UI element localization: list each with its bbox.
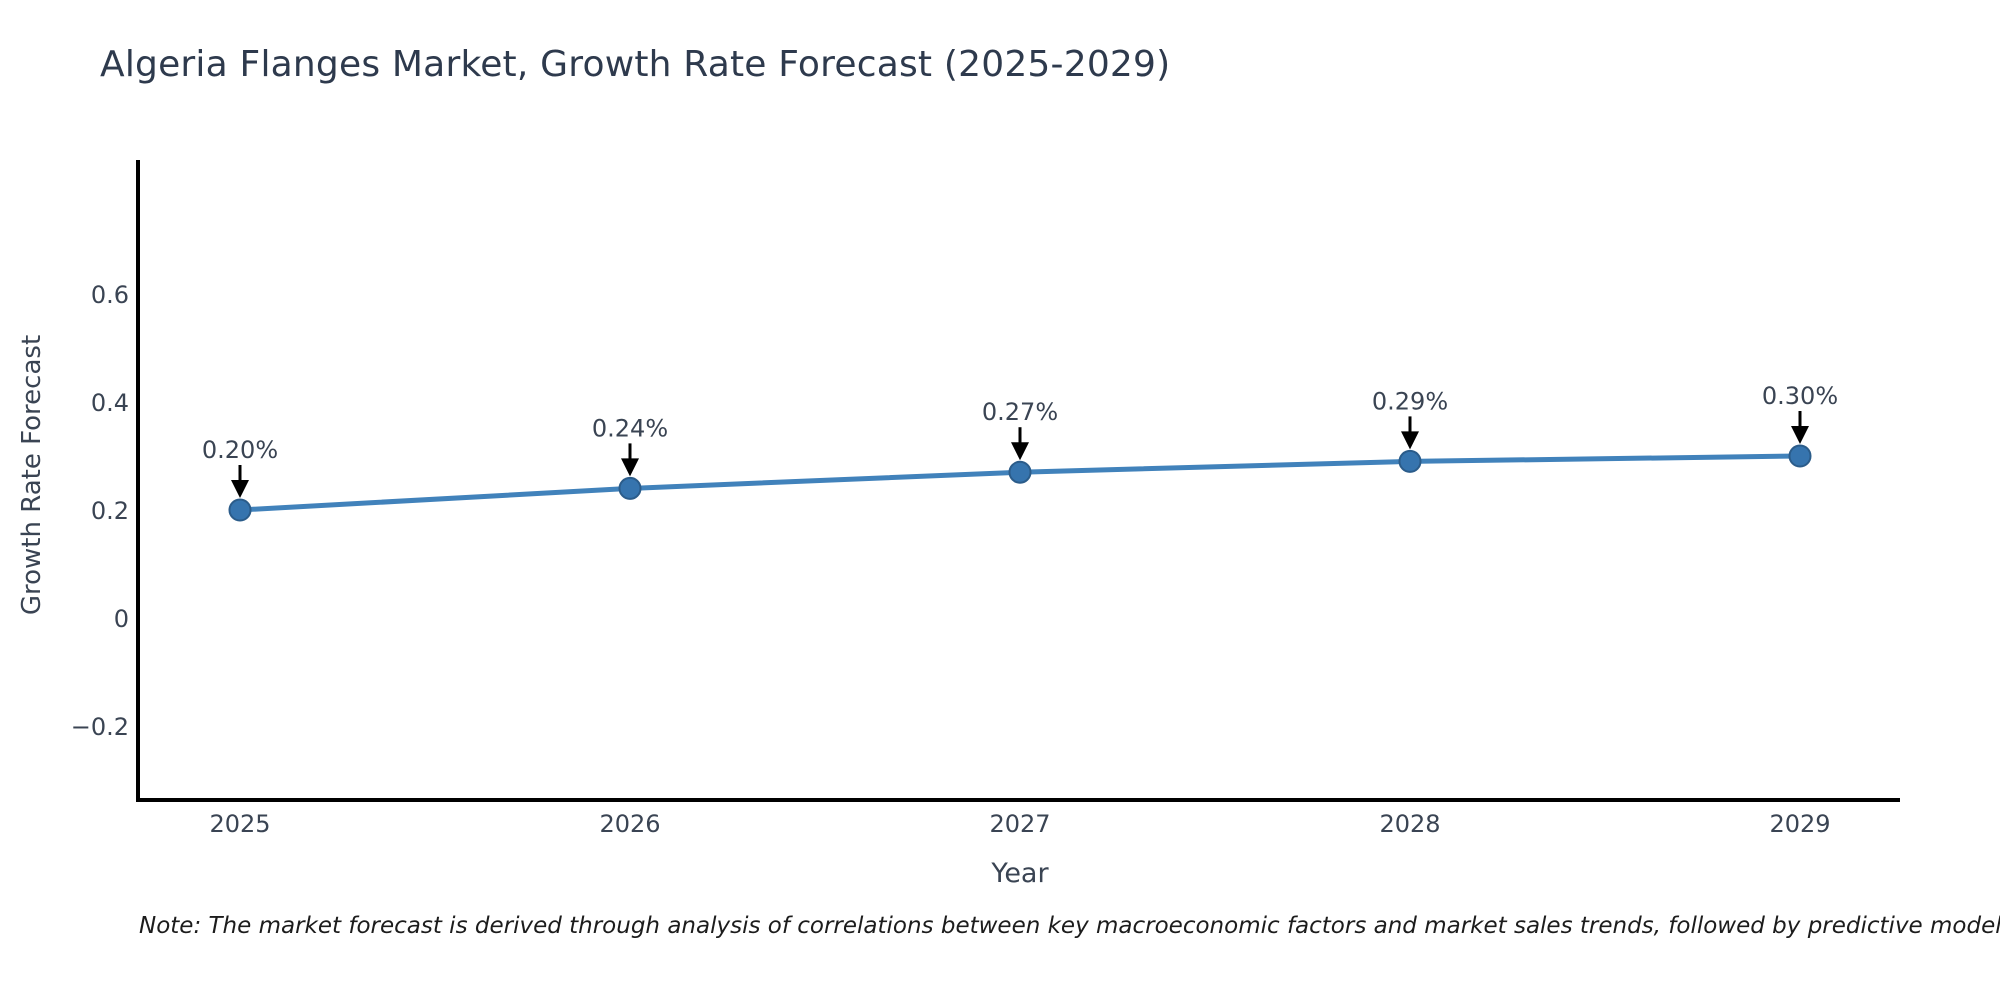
y-tick-label: 0.6 (91, 281, 129, 309)
y-tick-label: 0.2 (91, 497, 129, 525)
x-tick-label: 2026 (599, 810, 660, 838)
x-tick-label: 2029 (1769, 810, 1830, 838)
x-tick-label: 2028 (1379, 810, 1440, 838)
y-tick-label: 0.4 (91, 389, 129, 417)
annotation-arrow-head (621, 458, 639, 477)
point-value-label: 0.29% (1372, 387, 1448, 415)
axis-spines (136, 160, 1900, 802)
x-axis-title: Year (991, 858, 1049, 889)
point-value-label: 0.24% (592, 414, 668, 442)
footnote: Note: The market forecast is derived thr… (139, 913, 2000, 939)
y-axis-title: Growth Rate Forecast (17, 334, 47, 616)
y-tick-label: −0.2 (71, 713, 129, 741)
point-value-label: 0.27% (982, 398, 1058, 426)
data-point (228, 498, 252, 522)
chart-title: Algeria Flanges Market, Growth Rate Fore… (100, 44, 1171, 85)
data-point (1008, 460, 1032, 484)
annotation-arrow-head (1401, 431, 1419, 450)
annotation-arrow-head (1011, 442, 1029, 461)
data-point (1398, 449, 1422, 473)
data-point-markers (228, 444, 1812, 522)
data-point (1788, 444, 1812, 468)
x-axis-ticks: 2025 2026 2027 2028 2029 (209, 810, 1830, 838)
annotation-arrow-head (1791, 426, 1809, 444)
y-tick-label: 0 (114, 605, 129, 633)
x-tick-label: 2025 (209, 810, 270, 838)
point-annotations: 0.20% 0.24% 0.27% 0.29% 0.30% (202, 382, 1838, 498)
y-axis-ticks: 0.6 0.4 0.2 0 −0.2 (71, 281, 129, 741)
data-point (618, 476, 642, 500)
point-value-label: 0.20% (202, 436, 278, 464)
annotation-arrow-head (231, 480, 249, 498)
x-tick-label: 2027 (989, 810, 1050, 838)
point-value-label: 0.30% (1762, 382, 1838, 410)
